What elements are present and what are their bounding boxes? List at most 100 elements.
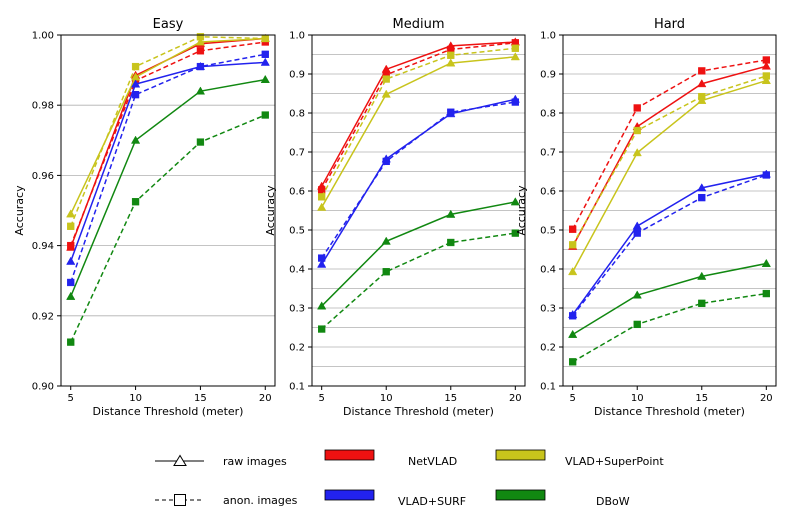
x-tick-label: 10 [129,393,142,404]
y-tick-label: 0.3 [289,304,305,315]
data-point-superpoint-raw [317,202,327,211]
series-line-netvlad-raw [70,37,266,248]
y-tick-label: 1.0 [540,31,556,42]
data-point-superpoint-raw [381,89,391,98]
legend-triangle-marker [173,454,187,466]
x-tick-label: 15 [695,393,708,404]
series-line-netvlad-anon [572,59,767,230]
data-point-dbow-raw [195,86,206,95]
data-point-superpoint-raw [761,75,771,85]
data-point-superpoint-anon [569,241,577,249]
x-tick-label: 15 [444,393,457,404]
y-tick-label: 0.3 [540,304,556,315]
data-point-netvlad-anon [318,186,326,194]
data-point-netvlad-anon [698,67,706,75]
data-point-superpoint-anon [131,62,140,71]
data-point-dbow-anon [261,111,269,119]
data-point-surf-anon [196,62,205,71]
series-line-surf-raw [572,173,767,316]
data-point-surf-raw [632,221,642,230]
data-point-dbow-anon [131,198,140,206]
y-tick-label: 1.0 [289,31,305,42]
series-line-superpoint-anon [572,75,767,246]
series-line-surf-raw [321,98,516,265]
data-point-dbow-anon [447,238,455,247]
series-line-superpoint-raw [572,79,767,273]
data-point-surf-anon [131,91,140,99]
data-point-dbow-raw [761,258,771,267]
panel-title: Hard [654,17,685,32]
data-point-dbow-raw [130,135,141,144]
legend-square-marker [174,494,186,506]
data-point-superpoint-raw [195,37,206,46]
legend-item-dbow: DBoW [495,489,630,508]
y-tick-label: 0.7 [540,148,556,159]
axes-frame [60,34,276,387]
data-point-dbow-anon [762,289,770,298]
y-tick-label: 0.98 [32,101,54,112]
data-point-superpoint-anon [762,72,770,80]
data-point-superpoint-raw [446,58,456,67]
legend-label: raw images [223,455,287,468]
legend-color-swatch [495,489,546,501]
data-point-dbow-anon [318,325,326,333]
legend-label: NetVLAD [408,455,457,468]
y-tick-label: 0.1 [540,382,556,393]
data-point-surf-raw [697,183,707,192]
series-line-netvlad-anon [70,41,266,246]
x-tick-label: 10 [380,393,393,404]
y-tick-label: 0.8 [289,109,305,120]
data-point-netvlad-anon [196,47,205,55]
data-point-surf-anon [447,108,455,116]
panel-medium: 0.1 0.2 0.3 0.4 0.5 0.6 0.7 0.8 0.9 1.0 5 10 15 20 Med… [264,17,526,418]
y-axis-label: Accuracy [264,185,277,236]
y-tick-label: 0.5 [540,226,556,237]
y-axis-label: Accuracy [13,185,26,236]
data-point-surf-raw [260,57,270,66]
data-point-dbow-raw [632,290,642,299]
y-tick-label: 0.6 [540,187,556,198]
data-point-superpoint-raw [510,52,520,61]
legend-item-surf: VLAD+SURF [324,489,466,508]
legend-item-raw: raw images [155,454,287,468]
data-point-surf-anon [511,98,519,106]
data-point-netvlad-anon [633,104,641,112]
y-tick-label: 0.4 [289,265,305,276]
data-point-superpoint-raw [66,209,76,218]
data-point-surf-anon [382,157,390,166]
legend-item-superpoint: VLAD+SuperPoint [495,449,664,468]
data-point-surf-anon [698,193,706,202]
series-line-dbow-raw [572,262,767,336]
series-line-superpoint-anon [321,47,516,198]
axes-frame [562,34,777,387]
x-tick-label: 20 [509,393,522,404]
axes-frame [311,34,526,387]
data-point-superpoint-anon [67,222,75,230]
data-point-superpoint-anon [196,33,205,41]
series-line-superpoint-anon [70,36,266,227]
legend: raw images anon. images NetVLAD VLAD+SuperP… [155,449,664,508]
y-tick-label: 0.6 [289,187,305,198]
data-point-dbow-anon [196,138,205,146]
data-point-surf-raw [66,256,76,265]
data-point-surf-anon [261,50,269,58]
y-tick-label: 0.1 [289,382,305,393]
data-point-netvlad-raw [761,61,771,70]
x-axis-label: Distance Threshold (meter) [343,405,494,418]
data-point-dbow-anon [698,299,706,307]
data-point-superpoint-anon [698,92,706,101]
data-point-surf-anon [318,254,326,262]
series-line-superpoint-raw [321,56,516,208]
data-point-dbow-anon [382,268,390,276]
data-point-superpoint-raw [632,148,642,157]
y-tick-label: 0.7 [289,148,305,159]
data-point-netvlad-anon [569,225,577,233]
y-tick-label: 0.9 [289,70,305,81]
series-line-dbow-anon [572,292,767,363]
series-line-dbow-raw [70,78,266,297]
legend-label: DBoW [596,495,630,508]
y-tick-label: 0.5 [289,226,305,237]
legend-color-swatch [324,449,375,461]
data-point-dbow-raw [66,291,76,300]
y-tick-label: 0.4 [540,265,556,276]
